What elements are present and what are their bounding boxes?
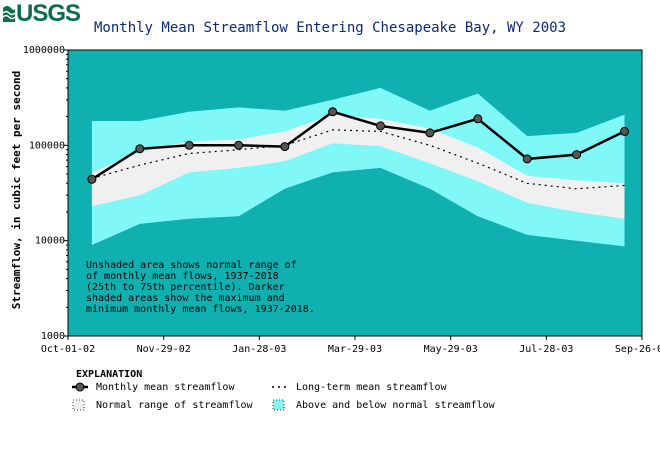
above-below-normal-band [91, 87, 625, 247]
monthly-mean-point [234, 140, 244, 150]
monthly-mean-point [425, 128, 435, 138]
y-tick-label: 1000 [41, 331, 65, 342]
usgs-logo: USGS [2, 0, 82, 27]
monthly-mean-point [328, 107, 338, 117]
monthly-mean-point [184, 140, 194, 150]
legend-label-monthly: Monthly mean streamflow [96, 382, 235, 393]
monthly-mean-point [572, 150, 582, 160]
monthly-mean-point [473, 114, 483, 124]
legend-label-abovebelow: Above and below normal streamflow [296, 400, 496, 411]
legend-swatch-monthly-point [75, 382, 85, 392]
legend-swatch-abovebelow [272, 399, 285, 411]
normal-range-band [91, 114, 625, 219]
y-tick-label: 1000000 [23, 45, 65, 56]
monthly-mean-point [87, 174, 97, 184]
x-tick-label: Nov-29-02 [137, 344, 191, 355]
usgs-wave-icon [2, 6, 16, 22]
y-axis-label: Streamflow, in cubic feet per second [10, 71, 23, 309]
annotation-line: (25th to 75th percentile). Darker [86, 282, 285, 293]
x-tick-label: Sep-26-03 [615, 344, 660, 355]
monthly-mean-point [376, 121, 385, 131]
legend-swatch-normal [72, 399, 85, 411]
long-term-mean-line [91, 129, 625, 190]
usgs-logo-text: USGS [16, 0, 81, 27]
monthly-mean-point [135, 144, 145, 154]
y-tick-label: 10000 [35, 236, 65, 247]
monthly-mean-point [280, 142, 290, 152]
legend-label-longterm: Long-term mean streamflow [296, 382, 447, 393]
chart-title: Monthly Mean Streamflow Entering Chesape… [93, 20, 566, 36]
annotation-line: shaded areas show the maximum and [86, 293, 285, 304]
monthly-mean-point [522, 154, 532, 164]
x-tick-label: May-29-03 [424, 344, 478, 355]
legend-label-normal: Normal range of streamflow [96, 400, 254, 411]
annotation-line: Unshaded area shows normal range of [86, 260, 297, 271]
monthly-mean-line [91, 110, 626, 181]
monthly-mean-point [620, 126, 629, 136]
annotation-line: minimum monthly mean flows, 1937-2018. [86, 304, 315, 315]
x-tick-label: Mar-29-03 [328, 344, 382, 355]
x-tick-label: Jan-28-03 [232, 344, 286, 355]
x-tick-label: Jul-28-03 [519, 344, 573, 355]
y-tick-label: 100000 [29, 140, 65, 151]
legend-title: EXPLANATION [76, 369, 142, 380]
annotation-line: of monthly mean flows, 1937-2018 [86, 271, 279, 282]
x-tick-label: Oct-01-02 [41, 344, 95, 355]
